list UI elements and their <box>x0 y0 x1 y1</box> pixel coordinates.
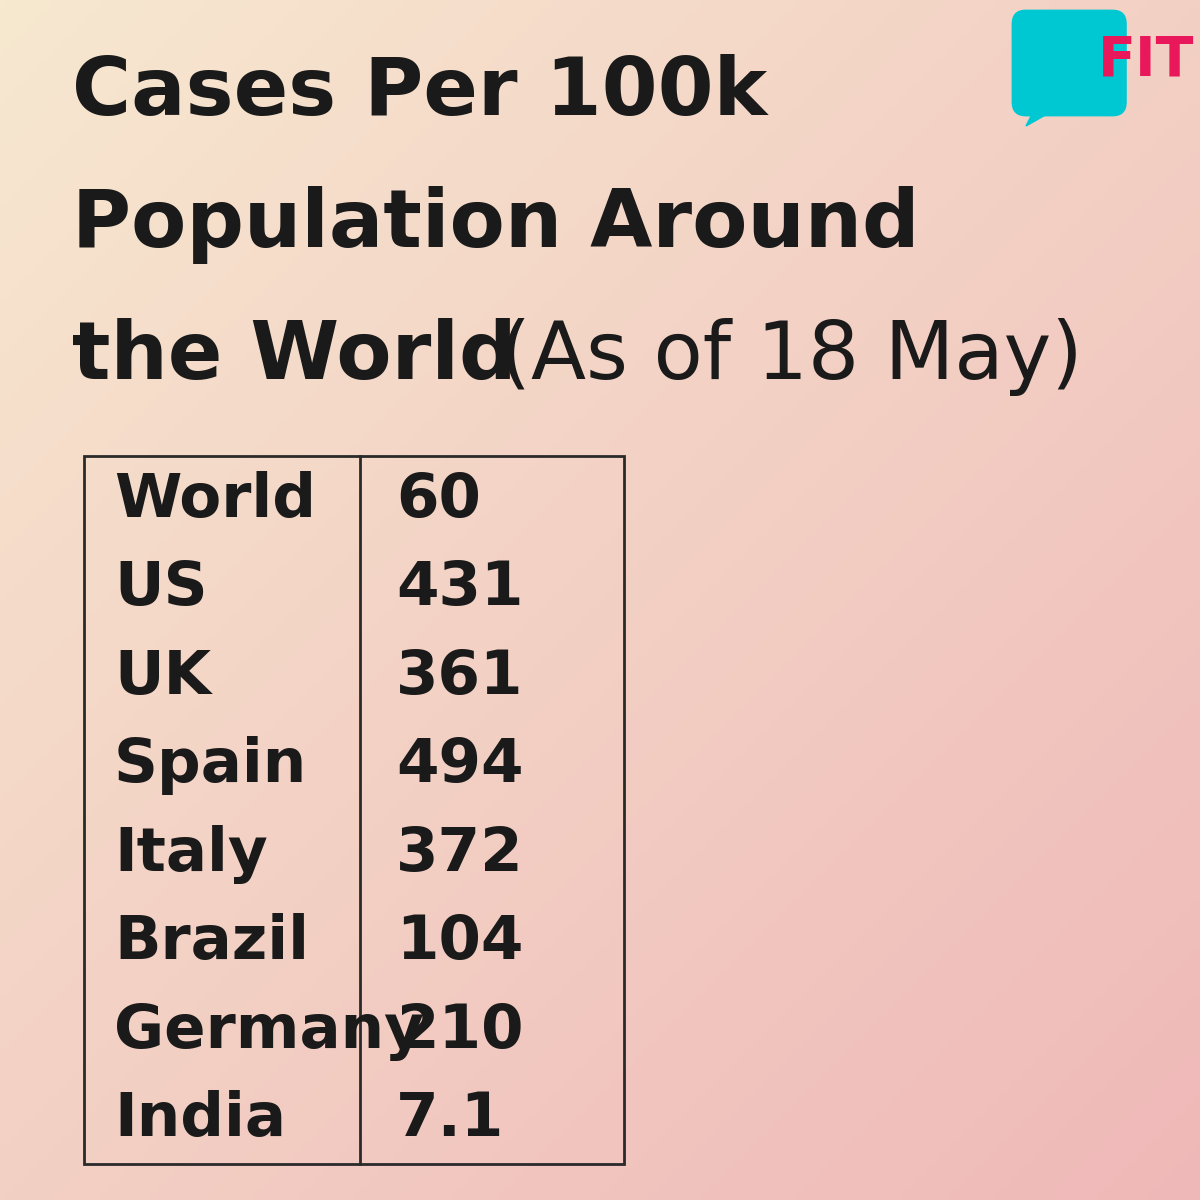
Text: the World: the World <box>72 318 517 396</box>
Text: 210: 210 <box>396 1002 523 1061</box>
Text: UK: UK <box>114 648 211 707</box>
Bar <box>84 456 624 1164</box>
Text: Cases Per 100k: Cases Per 100k <box>72 54 767 132</box>
Text: Population Around: Population Around <box>72 186 919 264</box>
Text: World: World <box>114 470 316 529</box>
Text: Germany: Germany <box>114 1002 424 1061</box>
Text: US: US <box>114 559 208 618</box>
Text: Brazil: Brazil <box>114 913 310 972</box>
Text: 361: 361 <box>396 648 523 707</box>
Text: (As of 18 May): (As of 18 May) <box>474 318 1082 396</box>
Text: 7.1: 7.1 <box>396 1091 504 1150</box>
Polygon shape <box>1026 102 1054 126</box>
Text: India: India <box>114 1091 286 1150</box>
Text: Italy: Italy <box>114 824 268 883</box>
FancyBboxPatch shape <box>1012 10 1127 116</box>
Text: 494: 494 <box>396 737 523 796</box>
Text: 104: 104 <box>396 913 523 972</box>
Text: 431: 431 <box>396 559 523 618</box>
Text: Spain: Spain <box>114 737 307 796</box>
Text: FIT: FIT <box>1098 32 1194 86</box>
Text: 60: 60 <box>396 470 481 529</box>
Text: 372: 372 <box>396 824 523 883</box>
